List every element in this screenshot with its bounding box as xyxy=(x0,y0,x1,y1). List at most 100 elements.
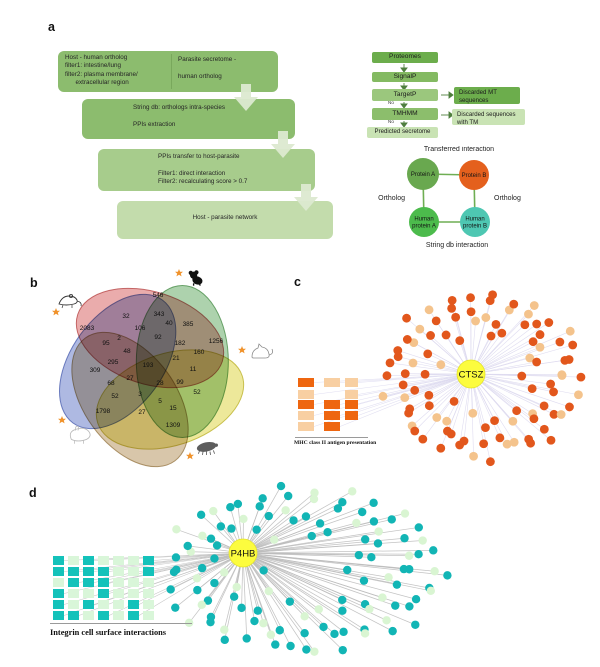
network-node xyxy=(535,342,545,352)
protein-node-0 xyxy=(407,158,439,190)
network-node xyxy=(196,510,206,520)
species-star-icon xyxy=(175,269,183,277)
network-node xyxy=(429,546,438,555)
mhc-pathway-label: MHC class II antigen presentation xyxy=(294,440,377,446)
flow-arrow-down-3 xyxy=(294,184,318,211)
network-node xyxy=(289,516,298,525)
stringdb-interaction-label: String db interaction xyxy=(426,242,488,249)
gene-cell xyxy=(68,611,79,620)
gene-cell xyxy=(345,390,358,399)
network-node xyxy=(424,305,434,315)
pathway-table xyxy=(298,373,472,431)
protein-node-label: Protein A xyxy=(411,172,435,178)
species-star-icon xyxy=(186,452,194,460)
network-node xyxy=(210,578,219,588)
panel-label-a: a xyxy=(48,20,55,34)
panel-label-d: d xyxy=(29,486,37,500)
network-node xyxy=(517,371,527,381)
gene-cell xyxy=(324,422,340,431)
venn-count: 32 xyxy=(122,313,130,320)
network-node xyxy=(402,313,411,323)
network-node xyxy=(369,498,378,508)
network-node xyxy=(338,595,347,605)
network-node xyxy=(556,410,566,419)
gene-cell xyxy=(324,400,340,409)
network-node xyxy=(301,512,311,521)
gene-cell xyxy=(98,556,109,565)
network-node xyxy=(198,531,207,541)
network-node xyxy=(404,408,414,418)
network-node xyxy=(253,606,263,615)
network-node xyxy=(564,355,574,364)
network-node xyxy=(447,295,457,305)
venn-count: 52 xyxy=(193,389,201,396)
network-ctsz: CTSZ xyxy=(298,290,586,467)
mhc-label-line xyxy=(295,437,368,438)
network-node xyxy=(264,587,274,596)
network-node xyxy=(384,573,393,582)
final-network-text: Host - parasite network xyxy=(192,214,258,221)
flow-arrow-down-2 xyxy=(271,131,295,158)
network-node xyxy=(469,451,478,461)
network-node xyxy=(423,349,433,359)
gene-cell xyxy=(143,611,154,620)
host-ortholog-text: Host - human ortholog filter1: intestine/… xyxy=(65,54,138,86)
gene-cell xyxy=(128,589,139,598)
network-node xyxy=(420,369,430,379)
discarded-mt-text: Discarded MT sequences xyxy=(459,89,497,105)
network-node xyxy=(393,346,403,355)
gene-cell xyxy=(143,578,154,587)
gene-cell xyxy=(83,556,94,565)
network-node xyxy=(229,592,239,601)
network-node xyxy=(302,645,311,654)
network-node xyxy=(242,634,251,643)
network-node xyxy=(270,535,279,544)
discarded-tm-text: Discarded sequences with TM xyxy=(457,111,516,127)
network-node xyxy=(447,303,457,313)
network-node xyxy=(405,602,414,611)
hub-label: P4HB xyxy=(231,548,256,559)
gene-cell xyxy=(68,600,79,609)
venn-count: 3 xyxy=(138,391,142,398)
gene-cell xyxy=(83,589,94,598)
network-node xyxy=(360,629,370,638)
gene-cell xyxy=(83,578,94,587)
no-label-targetp: No xyxy=(388,100,394,105)
tick-silhouette xyxy=(196,441,218,456)
network-node xyxy=(169,567,179,577)
network-node xyxy=(219,568,229,577)
venn-count: 2083 xyxy=(80,325,95,332)
pathway-table xyxy=(53,552,244,620)
protein-node-1 xyxy=(459,160,489,190)
network-node xyxy=(565,326,575,336)
rabbit-silhouette xyxy=(69,425,91,444)
network-node xyxy=(411,620,420,629)
gene-cell xyxy=(68,567,79,576)
network-node xyxy=(365,604,374,614)
network-node xyxy=(529,301,539,310)
venn-count: 40 xyxy=(165,320,173,327)
transferred-interaction-title: Transferred interaction xyxy=(424,146,494,153)
network-node xyxy=(250,616,259,626)
network-node xyxy=(385,358,395,368)
network-node xyxy=(338,645,347,655)
network-node xyxy=(171,603,180,612)
network-node xyxy=(271,640,280,649)
network-node xyxy=(172,525,181,534)
network-node xyxy=(192,574,202,583)
network-node xyxy=(183,541,192,551)
gene-cell xyxy=(98,611,109,620)
network-node xyxy=(400,534,409,543)
network-node xyxy=(392,580,402,589)
venn-count: 546 xyxy=(153,292,164,299)
venn-count: 385 xyxy=(183,321,194,328)
network-node xyxy=(441,330,451,340)
step-proteomes: Proteomes xyxy=(372,52,438,63)
network-node xyxy=(418,434,428,444)
network-node xyxy=(529,414,539,424)
gene-cell xyxy=(53,567,64,576)
gene-cell xyxy=(298,378,314,387)
network-node xyxy=(509,299,519,309)
network-node xyxy=(184,618,194,628)
